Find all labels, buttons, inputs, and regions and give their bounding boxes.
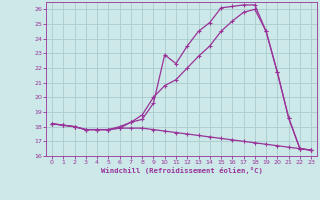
X-axis label: Windchill (Refroidissement éolien,°C): Windchill (Refroidissement éolien,°C): [101, 167, 262, 174]
